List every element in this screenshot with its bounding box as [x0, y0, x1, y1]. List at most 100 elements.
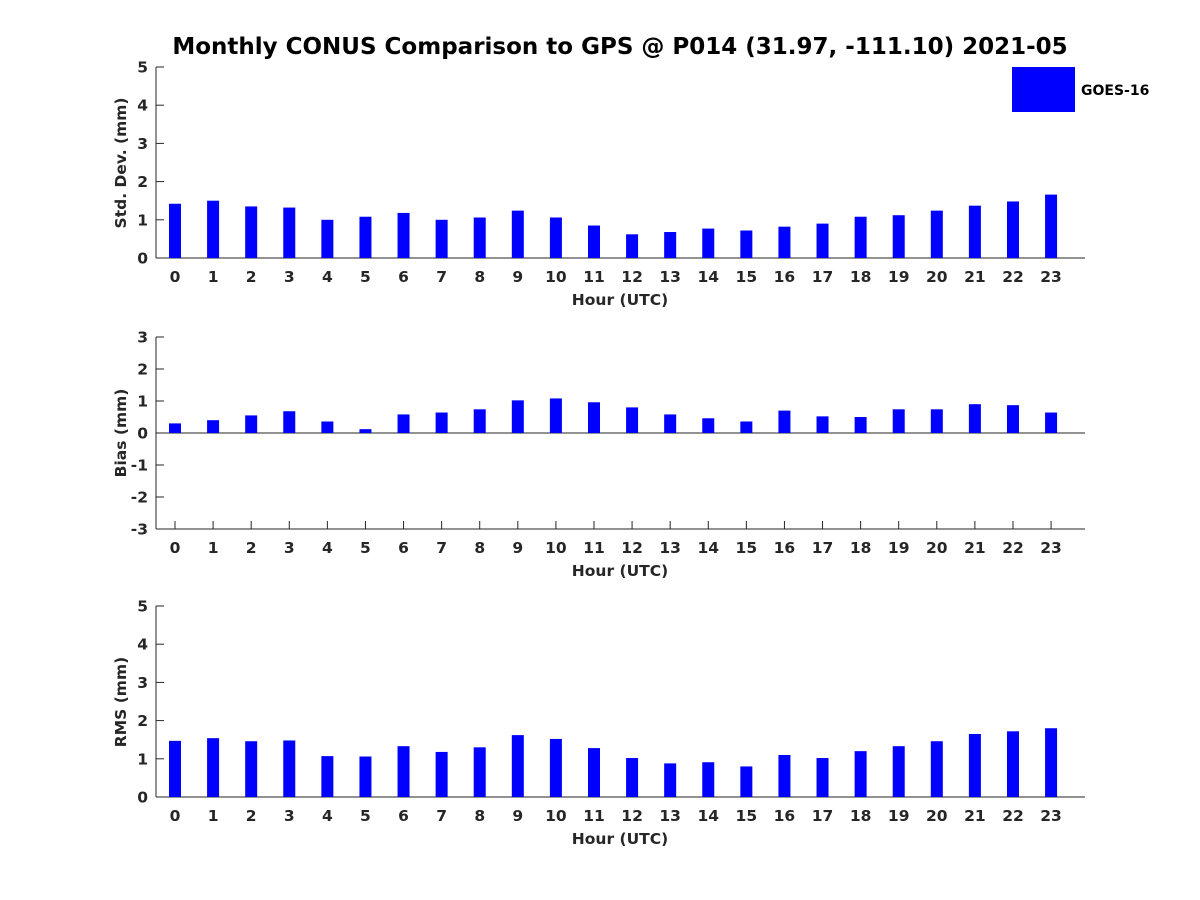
bar	[1045, 412, 1058, 433]
bar	[702, 762, 715, 797]
x-tick-label: 15	[736, 539, 758, 557]
bar	[473, 409, 486, 433]
x-tick-label: 9	[512, 807, 523, 825]
bar	[702, 228, 715, 258]
x-tick-label: 21	[964, 539, 986, 557]
bar	[587, 402, 600, 433]
bar	[549, 217, 562, 258]
x-tick-label: 5	[360, 539, 371, 557]
x-tick-label: 0	[170, 268, 181, 286]
bar	[968, 733, 981, 797]
x-tick-label: 13	[659, 807, 681, 825]
bar	[245, 415, 258, 433]
bar	[968, 205, 981, 258]
x-tick-label: 8	[474, 807, 485, 825]
bar	[816, 758, 829, 797]
bar	[1045, 194, 1058, 258]
bar	[473, 217, 486, 258]
x-tick-label: 7	[436, 539, 447, 557]
chart-title: Monthly CONUS Comparison to GPS @ P014 (…	[172, 34, 1067, 60]
x-tick-label: 3	[284, 807, 295, 825]
x-tick-label: 15	[736, 268, 758, 286]
x-tick-label: 6	[398, 539, 409, 557]
x-axis-label: Hour (UTC)	[572, 291, 668, 309]
legend: GOES-16	[1012, 67, 1149, 112]
y-tick-label: 1	[137, 393, 148, 411]
x-tick-label: 3	[284, 539, 295, 557]
bar	[664, 232, 677, 258]
y-tick-label: -3	[131, 521, 148, 539]
bar	[321, 421, 334, 433]
bar	[664, 763, 677, 797]
x-tick-label: 22	[1002, 539, 1024, 557]
x-tick-label: 12	[621, 807, 643, 825]
x-tick-label: 23	[1040, 807, 1062, 825]
y-tick-label: 0	[137, 789, 148, 807]
x-tick-label: 16	[774, 268, 796, 286]
bar	[321, 219, 334, 258]
x-tick-label: 9	[512, 268, 523, 286]
bar	[1006, 405, 1019, 433]
bar	[854, 751, 867, 797]
y-tick-label: -2	[131, 489, 148, 507]
x-tick-label: 10	[545, 268, 567, 286]
bar	[626, 234, 639, 258]
y-axis-label: Std. Dev. (mm)	[112, 98, 130, 229]
x-tick-label: 18	[850, 268, 872, 286]
bar	[245, 741, 258, 797]
bar	[740, 230, 753, 258]
bar	[930, 409, 943, 433]
x-tick-label: 5	[360, 268, 371, 286]
bar	[207, 200, 220, 258]
x-tick-label: 7	[436, 268, 447, 286]
bar	[397, 414, 410, 433]
bar	[359, 216, 372, 258]
x-tick-label: 22	[1002, 807, 1024, 825]
bar	[511, 400, 524, 433]
bar	[892, 746, 905, 797]
x-tick-label: 19	[888, 268, 910, 286]
y-tick-label: 5	[137, 598, 148, 616]
x-tick-label: 22	[1002, 268, 1024, 286]
bar	[930, 210, 943, 258]
x-tick-label: 9	[512, 539, 523, 557]
x-tick-label: 10	[545, 807, 567, 825]
bar	[778, 754, 791, 797]
x-axis-label: Hour (UTC)	[572, 830, 668, 848]
bar	[587, 225, 600, 258]
bar	[778, 410, 791, 433]
x-tick-label: 8	[474, 268, 485, 286]
bar	[778, 226, 791, 258]
y-axis-label: RMS (mm)	[112, 657, 130, 747]
bar	[1045, 728, 1058, 797]
x-tick-label: 5	[360, 807, 371, 825]
x-tick-label: 14	[697, 807, 719, 825]
x-tick-label: 10	[545, 539, 567, 557]
y-tick-label: 2	[137, 361, 148, 379]
y-tick-label: 2	[137, 173, 148, 191]
x-tick-label: 16	[774, 539, 796, 557]
y-tick-label: 4	[137, 636, 148, 654]
bar	[854, 417, 867, 433]
x-tick-label: 15	[736, 807, 758, 825]
x-tick-label: 21	[964, 268, 986, 286]
y-tick-label: 3	[137, 135, 148, 153]
x-tick-label: 13	[659, 539, 681, 557]
bar	[892, 215, 905, 258]
x-tick-label: 17	[812, 268, 834, 286]
x-tick-label: 23	[1040, 539, 1062, 557]
y-tick-label: 4	[137, 97, 148, 115]
bar	[473, 747, 486, 797]
x-tick-label: 20	[926, 807, 948, 825]
y-tick-label: 0	[137, 425, 148, 443]
x-tick-label: 11	[583, 807, 605, 825]
bar	[1006, 201, 1019, 258]
x-tick-label: 2	[246, 268, 257, 286]
bar	[626, 758, 639, 797]
legend-label: GOES-16	[1081, 83, 1149, 99]
y-tick-label: 5	[137, 59, 148, 77]
x-tick-label: 17	[812, 539, 834, 557]
